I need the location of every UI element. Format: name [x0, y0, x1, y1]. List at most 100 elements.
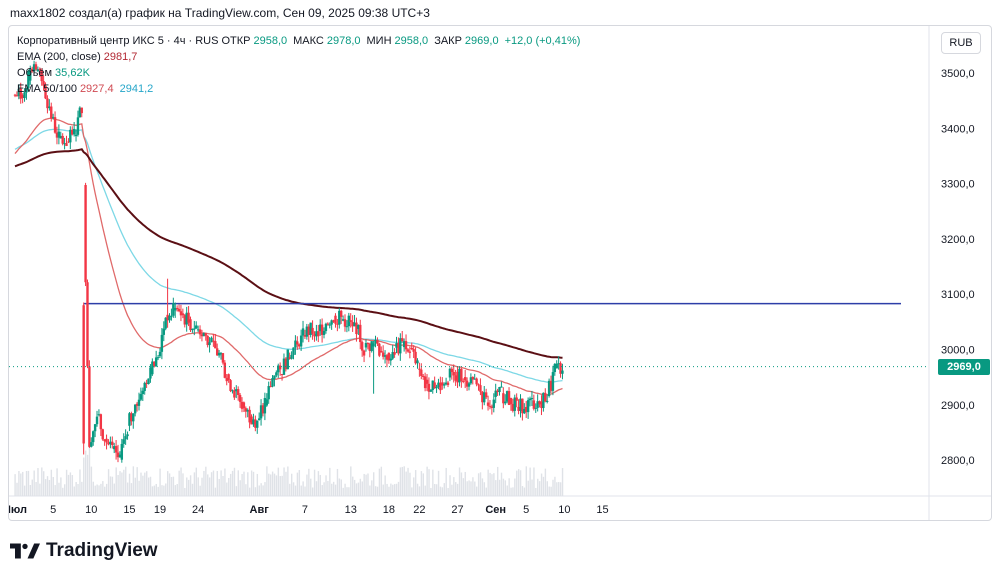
- candle-body: [496, 390, 499, 393]
- legend-ema50-100-row[interactable]: EMA 50/100 2927,4 2941,2: [17, 81, 586, 97]
- volume-bar: [556, 482, 558, 496]
- candle-body: [359, 324, 362, 343]
- x-tick-label: 13: [345, 504, 357, 516]
- legend-close-label: ЗАКР: [434, 35, 462, 47]
- candle-body: [442, 384, 446, 386]
- volume-bar: [126, 482, 129, 496]
- volume-bar: [437, 470, 440, 496]
- volume-bar: [386, 483, 388, 496]
- volume-bar: [37, 468, 39, 496]
- candle-body: [439, 382, 442, 391]
- candle-body: [326, 323, 330, 325]
- candle-body: [135, 403, 139, 406]
- candle-body: [57, 131, 61, 138]
- volume-bar: [86, 454, 89, 496]
- ema200-line[interactable]: [14, 148, 563, 359]
- ema100-line[interactable]: [14, 128, 563, 383]
- candle-body: [317, 331, 320, 337]
- candle-body: [124, 436, 127, 440]
- candle-body: [67, 141, 70, 143]
- volume-bar: [296, 472, 299, 496]
- candle-body: [185, 312, 188, 325]
- candle-body: [549, 380, 553, 391]
- candle-body: [349, 320, 352, 322]
- volume-bar: [382, 484, 384, 496]
- candle-body: [55, 132, 59, 138]
- legend-ema200-row[interactable]: EMA (200, close) 2981,7: [17, 49, 586, 65]
- x-tick-label: Авг: [250, 504, 270, 516]
- brand[interactable]: TradingView: [10, 540, 158, 562]
- volume-bar: [229, 473, 232, 496]
- volume-bar: [262, 485, 264, 496]
- x-tick-label: 10: [558, 504, 570, 516]
- legend-symbol[interactable]: Корпоративный центр ИКС 5 · 4ч · RUS: [17, 35, 219, 47]
- volume-bar: [56, 468, 58, 496]
- volume-bar: [94, 485, 96, 496]
- ema50-line[interactable]: [14, 117, 563, 396]
- candle-body: [425, 379, 429, 384]
- volume-bar: [134, 477, 136, 496]
- candle-body: [299, 335, 303, 347]
- candle-body: [141, 390, 145, 395]
- candle-body: [343, 319, 347, 327]
- currency-button[interactable]: RUB: [941, 32, 981, 54]
- volume-bar: [48, 479, 51, 496]
- candle-body: [515, 397, 518, 401]
- price-chart[interactable]: 3500,0 3400,0 3300,0 3200,0 3100,0 3000,0 2900…: [9, 26, 992, 521]
- candle-body: [309, 322, 312, 335]
- volume-bar: [374, 486, 377, 496]
- candle-body: [139, 394, 143, 400]
- candle-body: [462, 381, 465, 383]
- candle-body: [429, 390, 433, 392]
- volume-bar: [401, 466, 404, 496]
- volume-bar: [67, 474, 70, 496]
- candle-body: [187, 312, 190, 323]
- candle-body: [278, 365, 282, 370]
- candle-body: [105, 438, 108, 443]
- candle-body: [475, 378, 478, 385]
- volume-bar: [174, 485, 177, 496]
- volume-bar: [73, 486, 75, 496]
- volume-bar: [451, 484, 453, 496]
- volume-bar: [121, 472, 123, 496]
- volume-bar: [233, 467, 236, 496]
- candle-body: [174, 307, 177, 311]
- candle-body: [277, 365, 280, 373]
- volume-bar: [352, 476, 354, 496]
- candle-body: [437, 382, 440, 388]
- candle-body: [88, 366, 91, 447]
- candle-body: [101, 429, 104, 440]
- volume-bar: [60, 477, 62, 496]
- candle-body: [374, 340, 377, 344]
- volume-bar: [231, 470, 234, 496]
- candle-body: [137, 399, 141, 406]
- volume-bar: [43, 471, 45, 496]
- legend-volume-row[interactable]: Объём 35,62K: [17, 65, 586, 81]
- volume-bar: [54, 485, 56, 496]
- candle-body: [50, 106, 53, 119]
- x-tick-label: Сен: [485, 504, 506, 516]
- candle-body: [103, 439, 106, 442]
- candle-body: [399, 338, 402, 354]
- candle-body: [269, 386, 272, 388]
- volume-bar: [14, 474, 16, 496]
- chart-area[interactable]: 3500,0 3400,0 3300,0 3200,0 3100,0 3000,0 2900…: [8, 25, 992, 521]
- candle-body: [347, 315, 351, 327]
- volume-bar: [256, 473, 259, 496]
- candle-body: [69, 129, 72, 143]
- volume-bar: [92, 481, 95, 496]
- volume-bar: [334, 484, 337, 496]
- volume-bar: [237, 470, 239, 496]
- volume-bar: [207, 474, 209, 496]
- volume-bar: [69, 472, 72, 496]
- candle-body: [448, 368, 452, 378]
- x-tick-label: 18: [383, 504, 395, 516]
- candle-body: [521, 398, 524, 414]
- volume-bar: [146, 471, 148, 496]
- candle-body: [446, 382, 450, 385]
- candle-body: [42, 81, 45, 86]
- volume-bar: [363, 473, 365, 496]
- volume-bar: [407, 467, 409, 496]
- candle-body: [195, 325, 198, 329]
- x-tick-label: 15: [596, 504, 608, 516]
